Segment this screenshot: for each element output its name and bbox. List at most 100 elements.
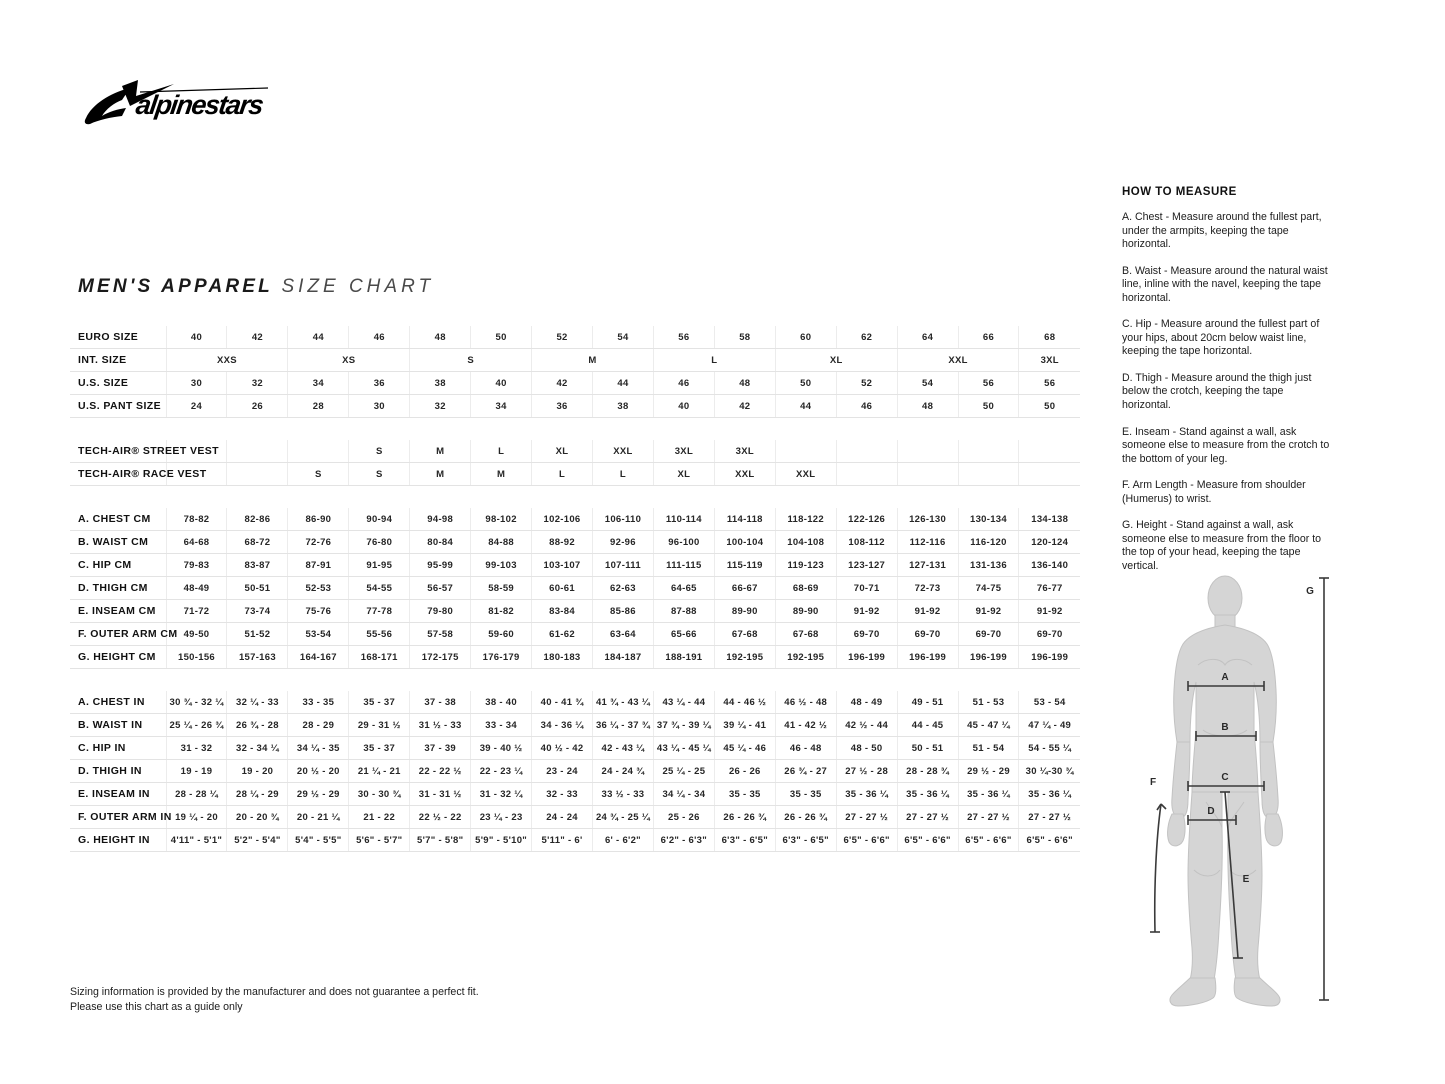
table-cell: 88-92 [531,530,593,554]
table-cell: 3XL [652,440,715,463]
table-cell: 40 [470,371,532,395]
table-cell: 5'6" - 5'7" [348,828,410,852]
table-row: B. WAIST CM 64-68 68-72 72-76 76-80 80-84 84-8… [70,530,1080,554]
table-cell: 32 [409,394,471,418]
row-label-us-size: U.S. SIZE [70,371,167,395]
table-cell: 46 [835,394,898,418]
table-row: E. INSEAM CM 71-72 73-74 75-76 77-78 79-80 81-… [70,599,1080,623]
table-cell: 40 [652,394,715,418]
row-label-chest-in: A. CHEST IN [70,691,167,714]
table-cell: 22 - 23 ¼ [470,759,532,783]
table-cell: 50 - 51 [896,736,959,760]
table-cell: 6'5" - 6'6" [896,828,959,852]
table-cell: 46 ½ - 48 [774,691,837,714]
table-cell: 89-90 [774,599,837,623]
table-cell: 106-110 [592,508,654,531]
table-cell [957,440,1019,463]
row-label-thigh-cm: D. THIGH CM [70,576,167,600]
table-cell: 73-74 [226,599,288,623]
table-cell: 54-55 [348,576,410,600]
table-cell: 32 [226,371,288,395]
table-cell: 35 - 35 [713,782,776,806]
table-cell: 42 [713,394,776,418]
table-cell: 67-68 [713,622,776,646]
table-cell: 86-90 [287,508,349,531]
row-label-hip-cm: C. HIP CM [70,553,167,577]
table-cell: 75-76 [287,599,349,623]
table-cell [1018,440,1080,463]
table-cell: 23 - 24 [531,759,593,783]
table-cell: 56 [957,371,1019,395]
row-label-euro-size: EURO SIZE [70,326,167,349]
table-cell: 77-78 [348,599,410,623]
table-cell: 46 [652,371,715,395]
table-cell: 64-68 [165,530,227,554]
table-cell: 52 [835,371,898,395]
table-cell: 48 - 49 [835,691,898,714]
row-label-techair-race: TECH-AIR® RACE VEST [70,462,206,486]
table-row: D. THIGH CM 48-49 50-51 52-53 54-55 56-57 58-5… [70,576,1080,600]
table-cell: 54 [896,371,959,395]
table-cell: 60-61 [531,576,593,600]
alpinestars-star-icon: alpinestars [84,80,269,125]
table-cell: 34 [470,394,532,418]
table-cell: 98-102 [470,508,532,531]
table-cell: S [409,348,532,372]
table-cell: 38 [409,371,471,395]
how-to-measure-item: A. Chest - Measure around the fullest pa… [1122,211,1322,251]
footer-disclaimer: Sizing information is provided by the ma… [70,985,690,1016]
table-cell: S [348,462,410,486]
table-cell: 33 ½ - 33 [592,782,654,806]
table-cell: 34 ¼ - 34 [652,782,715,806]
table-cell: 180-183 [531,645,593,669]
diagram-label-b: B [1221,722,1228,733]
table-cell: 90-94 [348,508,410,531]
table-row: A. CHEST CM 78-82 82-86 86-90 90-94 94-98 98-1… [70,508,1080,531]
table-cell: 67-68 [774,622,837,646]
table-cell: 83-87 [226,553,288,577]
diagram-label-c: C [1221,772,1228,783]
table-cell: 55-56 [348,622,410,646]
how-to-measure-list: A. Chest - Measure around the fullest pa… [1122,211,1334,573]
row-label-hip-in: C. HIP IN [70,736,167,760]
table-cell: 79-83 [165,553,227,577]
row-label-thigh-in: D. THIGH IN [70,759,167,783]
row-label-inseam-cm: E. INSEAM CM [70,599,167,623]
table-cell: 51-52 [226,622,288,646]
table-cell: 115-119 [713,553,776,577]
table-cell: 4'11" - 5'1" [165,828,227,852]
table-cell: 32 - 33 [531,782,593,806]
table-cell: 44 [592,371,654,395]
diagram-label-g: G [1306,586,1314,597]
table-cell: 3XL [713,440,776,463]
table-row: F. OUTER ARM CM 49-50 51-52 53-54 55-56 57-58… [70,622,1080,646]
table-cell: 94-98 [409,508,471,531]
table-cell: 35 - 36 ¼ [957,782,1019,806]
table-cell: 23 ¼ - 23 [470,805,532,829]
table-cell: 25 ¼ - 25 [652,759,715,783]
table-cell: 99-103 [470,553,532,577]
table-cell: 48-49 [165,576,227,600]
table-row: INT. SIZE XXS XS S M L XL XXL 3XL [70,348,1080,372]
table-cell: 41 ¾ - 43 ¼ [592,691,654,714]
table-cell: 50 [1018,394,1080,418]
table-cell: 50 [470,326,532,349]
table-cell: 116-120 [957,530,1019,554]
table-cell: 42 - 43 ¼ [592,736,654,760]
row-label-height-cm: G. HEIGHT CM [70,645,167,669]
table-cell: 22 ½ - 22 [409,805,471,829]
table-cell: 29 ½ - 29 [957,759,1019,783]
table-cell: 6'5" - 6'6" [835,828,898,852]
table-cell: 64-65 [652,576,715,600]
page-title-light: SIZE CHART [281,276,435,297]
how-to-measure-item: G. Height - Stand against a wall, ask so… [1122,519,1322,572]
table-cell: 34 ¼ - 35 [287,736,349,760]
table-cell: M [470,462,532,486]
table-cell: M [531,348,654,372]
table-cell: 58 [713,326,776,349]
table-cell: 92-96 [592,530,654,554]
diagram-label-f: F [1150,777,1156,788]
table-cell: XXL [774,462,837,486]
diagram-label-d: D [1207,806,1214,817]
table-cell: 157-163 [226,645,288,669]
